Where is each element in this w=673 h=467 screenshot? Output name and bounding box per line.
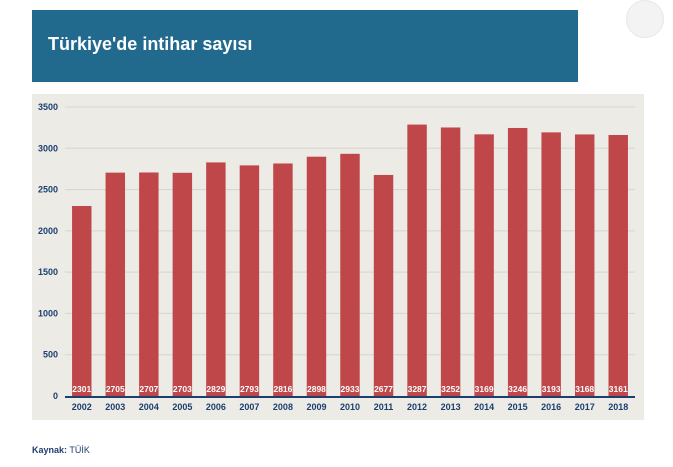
bar-value-label: 2829 (206, 384, 225, 394)
bars (72, 124, 628, 397)
x-axis-labels: 2002 2003 2004 2005 2006 2007 2008 2009 2010 2011… (72, 402, 629, 412)
y-tick-label: 1500 (38, 267, 58, 277)
y-tick-label: 0 (53, 391, 58, 401)
value-labels: 2301 2705 2707 2703 2829 2793 2816 2898 2933 2677… (72, 384, 628, 394)
page-title: Türkiye'de intihar sayısı (48, 34, 253, 54)
x-tick-label: 2007 (239, 402, 259, 412)
bar-value-label: 3252 (441, 384, 460, 394)
x-tick-label: 2018 (608, 402, 628, 412)
x-tick-label: 2009 (306, 402, 326, 412)
bar (72, 206, 92, 396)
source-value: TÜİK (69, 445, 90, 455)
y-tick-label: 3000 (38, 143, 58, 153)
bar-value-label: 2705 (106, 384, 125, 394)
bar-value-label: 3193 (542, 384, 561, 394)
y-tick-label: 500 (43, 350, 58, 360)
bar (541, 132, 561, 396)
x-tick-label: 2002 (72, 402, 92, 412)
bar (172, 172, 193, 396)
y-tick-label: 2000 (38, 226, 58, 236)
x-tick-label: 2016 (541, 402, 561, 412)
x-tick-label: 2005 (172, 402, 192, 412)
y-tick-label: 1000 (38, 308, 58, 318)
bar (373, 174, 394, 396)
title-banner: Türkiye'de intihar sayısı (32, 10, 578, 82)
share-icon[interactable] (626, 0, 664, 38)
x-tick-label: 2003 (105, 402, 125, 412)
bar (574, 134, 595, 397)
x-tick-label: 2006 (206, 402, 226, 412)
bar-value-label: 3287 (408, 384, 427, 394)
bar-value-label: 2703 (173, 384, 192, 394)
bar (440, 127, 461, 396)
bar-value-label: 2677 (374, 384, 393, 394)
bar-value-label: 2816 (273, 384, 292, 394)
bar (105, 172, 126, 396)
bar-value-label: 3168 (575, 384, 594, 394)
y-tick-label: 3500 (38, 102, 58, 112)
x-tick-label: 2011 (374, 402, 394, 412)
y-axis-labels: 0 500 1000 1500 2000 2500 3000 3500 (38, 102, 58, 401)
bar-value-label: 3161 (609, 384, 628, 394)
bar-value-label: 2898 (307, 384, 326, 394)
bar (608, 134, 628, 397)
x-tick-label: 2013 (441, 402, 461, 412)
bar (340, 153, 360, 396)
bar-chart: 0 500 1000 1500 2000 2500 3000 3500 2301 2705 270… (38, 102, 635, 412)
y-tick-label: 2500 (38, 185, 58, 195)
x-tick-label: 2010 (340, 402, 360, 412)
bar-value-label: 2933 (341, 384, 360, 394)
bar (273, 163, 293, 396)
source-label: Kaynak: (32, 445, 68, 455)
bar (239, 165, 260, 396)
bar-value-label: 2301 (72, 384, 91, 394)
x-tick-label: 2014 (474, 402, 494, 412)
bar (507, 127, 528, 396)
x-tick-label: 2017 (575, 402, 595, 412)
bar (139, 172, 159, 396)
bar (306, 156, 327, 396)
bar (407, 124, 427, 397)
x-tick-label: 2015 (508, 402, 528, 412)
bar-value-label: 2707 (139, 384, 158, 394)
bar-value-label: 2793 (240, 384, 259, 394)
x-tick-label: 2008 (273, 402, 293, 412)
bar (206, 162, 226, 396)
bar-value-label: 3169 (475, 384, 494, 394)
x-tick-label: 2012 (407, 402, 427, 412)
source-note: Kaynak: TÜİK (32, 445, 90, 455)
bar-value-label: 3246 (508, 384, 527, 394)
x-tick-label: 2004 (139, 402, 159, 412)
bar (474, 134, 494, 396)
